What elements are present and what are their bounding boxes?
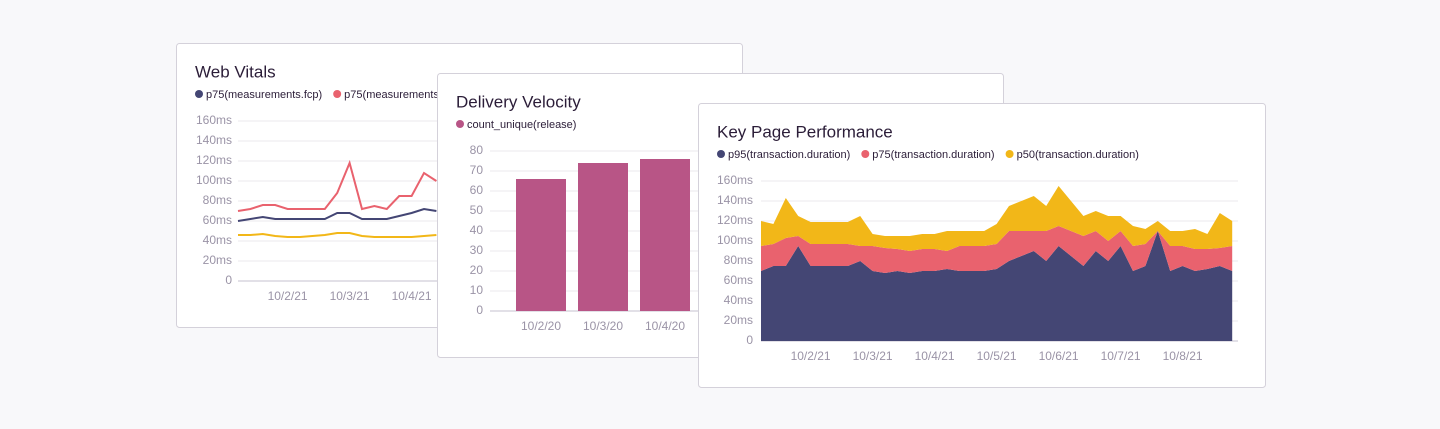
y-tick-label: 80ms	[724, 253, 753, 267]
y-tick-label: 140ms	[717, 193, 753, 207]
chart-title: Delivery Velocity	[456, 92, 581, 111]
x-tick-label: 10/8/21	[1163, 349, 1203, 363]
y-tick-label: 40	[470, 223, 484, 237]
x-tick-label: 10/4/20	[645, 319, 685, 333]
x-tick-label: 10/4/21	[392, 289, 432, 303]
x-tick-label: 10/3/21	[330, 289, 370, 303]
legend-marker	[1005, 150, 1014, 158]
legend-marker	[717, 150, 725, 158]
legend-label: p75(measurements.lcp)	[344, 89, 460, 101]
y-tick-label: 160ms	[717, 173, 753, 187]
x-tick-label: 10/2/21	[268, 289, 308, 303]
legend-label: p75(measurements.fcp)	[206, 89, 322, 101]
y-tick-label: 140ms	[196, 133, 232, 147]
y-tick-label: 0	[476, 303, 483, 317]
y-tick-label: 20ms	[203, 253, 232, 267]
chart-card: Key Page Performance p95(transaction.dura…	[698, 103, 1266, 388]
x-tick-label: 10/2/21	[791, 349, 831, 363]
chart-title: Web Vitals	[195, 62, 276, 81]
legend-marker	[861, 150, 870, 158]
legend-marker	[456, 120, 464, 128]
y-tick-label: 120ms	[196, 153, 232, 167]
bar	[640, 159, 690, 311]
series-area	[761, 231, 1233, 341]
series-line	[237, 159, 437, 212]
y-tick-label: 100ms	[717, 233, 753, 247]
x-tick-label: 10/2/20	[521, 319, 561, 333]
y-tick-label: 100ms	[196, 173, 232, 187]
x-tick-label: 10/6/21	[1039, 349, 1079, 363]
x-tick-label: 10/7/21	[1101, 349, 1141, 363]
series-line	[238, 232, 437, 238]
series-area	[761, 226, 1233, 273]
y-tick-label: 80	[470, 143, 484, 157]
y-tick-label: 160ms	[196, 113, 232, 127]
legend-marker	[195, 90, 203, 98]
legend-label: p50(transaction.duration)	[1017, 149, 1139, 161]
y-tick-label: 60ms	[203, 213, 232, 227]
legend-label: p75(transaction.duration)	[872, 149, 994, 161]
bar	[516, 179, 566, 311]
y-tick-label: 30	[470, 243, 484, 257]
x-tick-label: 10/5/21	[977, 349, 1017, 363]
y-tick-label: 120ms	[717, 213, 753, 227]
y-tick-label: 0	[225, 273, 232, 287]
y-tick-label: 80ms	[203, 193, 232, 207]
y-tick-label: 0	[746, 333, 753, 347]
legend-label: p95(transaction.duration)	[728, 149, 850, 161]
series-area	[761, 186, 1233, 251]
x-tick-label: 10/4/21	[915, 349, 955, 363]
y-tick-label: 60	[470, 183, 484, 197]
legend-label: count_unique(release)	[467, 119, 576, 131]
x-tick-label: 10/3/21	[853, 349, 893, 363]
y-tick-label: 50	[470, 203, 484, 217]
y-tick-label: 70	[470, 163, 484, 177]
series-line	[237, 207, 437, 222]
x-tick-label: 10/3/20	[583, 319, 623, 333]
y-tick-label: 40ms	[203, 233, 232, 247]
y-tick-label: 20	[470, 263, 484, 277]
chart-title: Key Page Performance	[717, 122, 893, 141]
bar	[578, 163, 628, 311]
y-tick-label: 60ms	[724, 273, 753, 287]
y-tick-label: 20ms	[724, 313, 753, 327]
y-tick-label: 10	[470, 283, 484, 297]
y-tick-label: 40ms	[724, 293, 753, 307]
legend-marker	[333, 90, 342, 98]
